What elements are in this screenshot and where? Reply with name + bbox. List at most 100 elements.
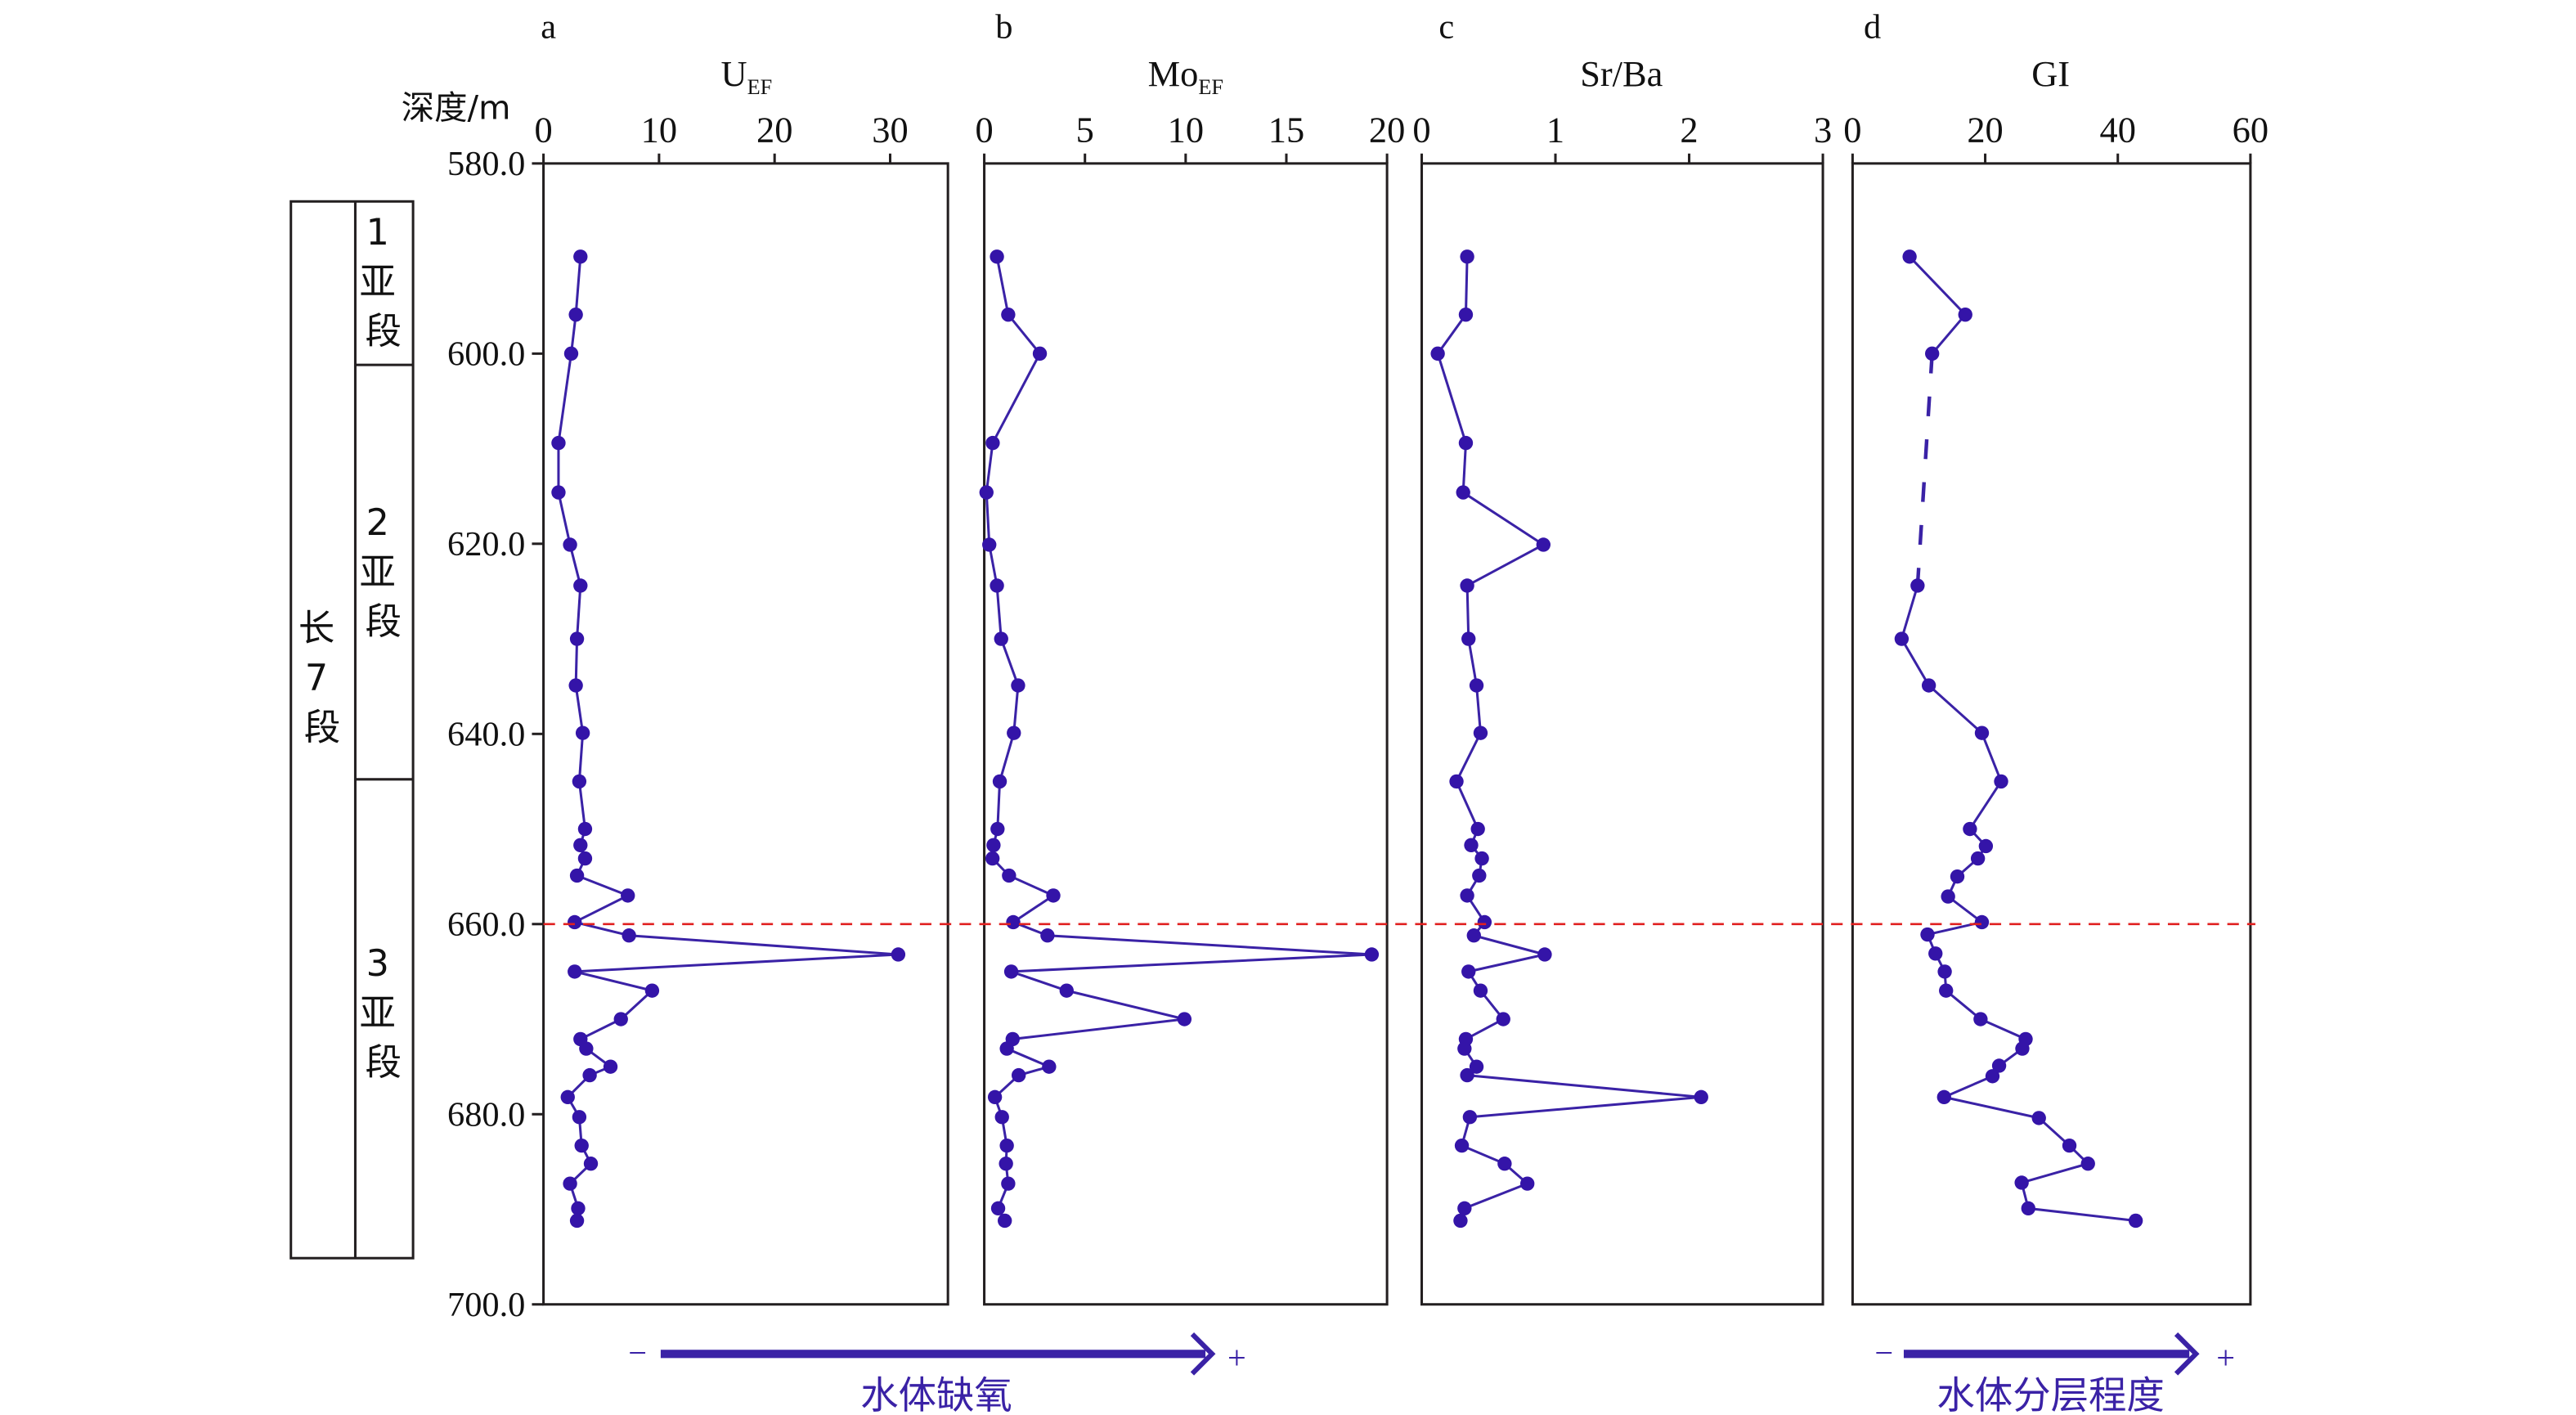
data-point (998, 1213, 1012, 1229)
data-point (999, 1157, 1013, 1171)
series-segment (995, 256, 1010, 315)
data-point (1910, 578, 1925, 593)
data-point (573, 578, 588, 593)
data-point (1011, 1067, 1026, 1083)
data-point (1177, 1012, 1192, 1026)
series-segment (995, 585, 1003, 640)
data-point (1460, 1067, 1474, 1083)
data-point (1937, 964, 1952, 979)
series-segment (574, 970, 653, 992)
data-point (2062, 1138, 2077, 1153)
data-point (563, 537, 577, 552)
data-point (1470, 821, 1485, 837)
panel-title-subscript: EF (1198, 75, 1223, 99)
data-point (569, 868, 585, 883)
data-point (582, 1067, 597, 1083)
data-point (1449, 774, 1464, 789)
data-point (1974, 725, 1990, 740)
series-segment (1047, 934, 1372, 956)
series-segment (1011, 970, 1067, 992)
data-point (579, 1041, 594, 1056)
formation-label-char: 段 (304, 707, 340, 748)
data-point (1059, 983, 1074, 998)
data-point (1939, 983, 1954, 998)
depth-tick-label: 680.0 (447, 1095, 525, 1134)
data-point (1001, 1176, 1016, 1191)
data-point (2015, 1041, 2030, 1056)
series-segment (1943, 1095, 2040, 1120)
data-point (2031, 1111, 2046, 1125)
series-segment (1006, 1047, 1050, 1068)
series-segment (1011, 953, 1372, 973)
anoxia-arrow-head (1190, 1332, 1216, 1376)
x-tick-label: 30 (872, 110, 908, 150)
stratification-arrow-annotation: − + 水体分层程度 (1874, 1332, 2235, 1415)
data-point (1011, 678, 1025, 693)
series-segment (1945, 989, 1981, 1021)
data-point (1994, 774, 2008, 789)
data-point (1496, 1012, 1510, 1026)
data-point (999, 1041, 1014, 1056)
series-segment (574, 639, 579, 686)
formation-box (289, 200, 415, 1260)
data-point (986, 838, 1001, 852)
stratification-label: 水体分层程度 (1936, 1373, 2164, 1415)
data-point (990, 1201, 1006, 1216)
series-segment (1464, 1182, 1528, 1210)
series-segment (1473, 934, 1546, 956)
formation-label-char: 长 (298, 608, 334, 649)
data-point (1520, 1176, 1535, 1191)
series-segment (1012, 685, 1020, 734)
data-point (1364, 947, 1380, 962)
data-point (1430, 346, 1445, 362)
panel-title: Sr/Ba (1580, 53, 1663, 94)
data-point (571, 1201, 586, 1216)
panel-title-main: Mo (1148, 53, 1199, 94)
data-point (1464, 838, 1479, 852)
series-segment (574, 685, 585, 734)
data-point (1902, 249, 1917, 264)
series-segment (1968, 780, 2003, 830)
series-segment (574, 256, 582, 315)
panel-title-main: GI (2031, 53, 2070, 94)
series-segment (580, 1017, 622, 1040)
series-segment (996, 781, 1002, 829)
data-point (1477, 914, 1492, 930)
x-tick-label: 10 (1168, 110, 1204, 150)
panel-title-subscript: EF (747, 75, 773, 99)
series-segment (574, 953, 899, 973)
data-point (568, 914, 582, 930)
data-point (613, 1012, 628, 1026)
series-segment (1467, 638, 1479, 686)
series-segment (1900, 585, 1919, 640)
series-segment (1436, 313, 1467, 355)
data-point (569, 1213, 585, 1229)
series-segment (2021, 1162, 2089, 1184)
series-segment (1475, 685, 1482, 734)
panel-frame (1420, 162, 1824, 1306)
series-segment (557, 492, 572, 546)
data-point (1991, 1058, 2007, 1073)
data-point (1921, 678, 1936, 693)
data-point (1537, 947, 1552, 962)
sub-member-char: 3 (366, 943, 389, 985)
panel-b: b MoEF 0 5 10 15 20 (975, 7, 1405, 1306)
series-segment (985, 492, 991, 546)
depth-axis-ticks: 580.0 600.0 620.0 640.0 660.0 680.0 700.0 (447, 145, 544, 1324)
data-point (979, 485, 994, 500)
sub-member-char: 亚 (360, 552, 396, 594)
series-segment (1462, 491, 1545, 546)
formation-label: 长 7 段 (298, 608, 347, 748)
sub-member-char: 亚 (360, 993, 396, 1035)
data-point (577, 821, 593, 837)
series-segment (1901, 638, 1930, 686)
anoxia-minus: − (628, 1334, 647, 1371)
depth-tick-label: 620.0 (447, 525, 525, 564)
series-segment (1012, 894, 1054, 923)
x-tick-label: 1 (1546, 110, 1564, 150)
data-point (1950, 869, 1965, 884)
x-tick-label: 20 (1369, 110, 1405, 150)
x-tick-label: 0 (1412, 110, 1430, 150)
data-point (1472, 868, 1487, 883)
series-segment (1012, 1017, 1185, 1040)
